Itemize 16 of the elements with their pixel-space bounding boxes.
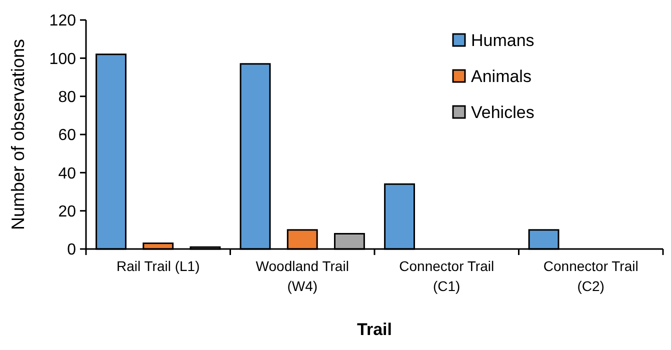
x-tick-label: Connector Trail (C1)	[399, 258, 494, 294]
y-tick-label: 60	[58, 127, 76, 144]
y-tick-label: 40	[58, 165, 76, 182]
legend-label: Humans	[471, 30, 534, 50]
x-axis-title: Trail	[357, 320, 392, 339]
y-tick-label: 0	[67, 242, 76, 259]
x-tick-label: Woodland Trail (W4)	[256, 258, 349, 294]
y-tick-label: 100	[49, 50, 76, 68]
y-tick-label: 20	[58, 203, 76, 220]
y-tick-label: 80	[58, 88, 76, 106]
y-tick-label: 120	[49, 12, 76, 30]
x-tick-label: Rail Trail (L1)	[116, 258, 200, 274]
legend-label: Animals	[471, 66, 532, 86]
x-tick-label: Connector Trail (C2)	[543, 258, 638, 294]
legend-label: Vehicles	[471, 102, 534, 122]
y-axis-title: Number of observations	[8, 38, 28, 230]
